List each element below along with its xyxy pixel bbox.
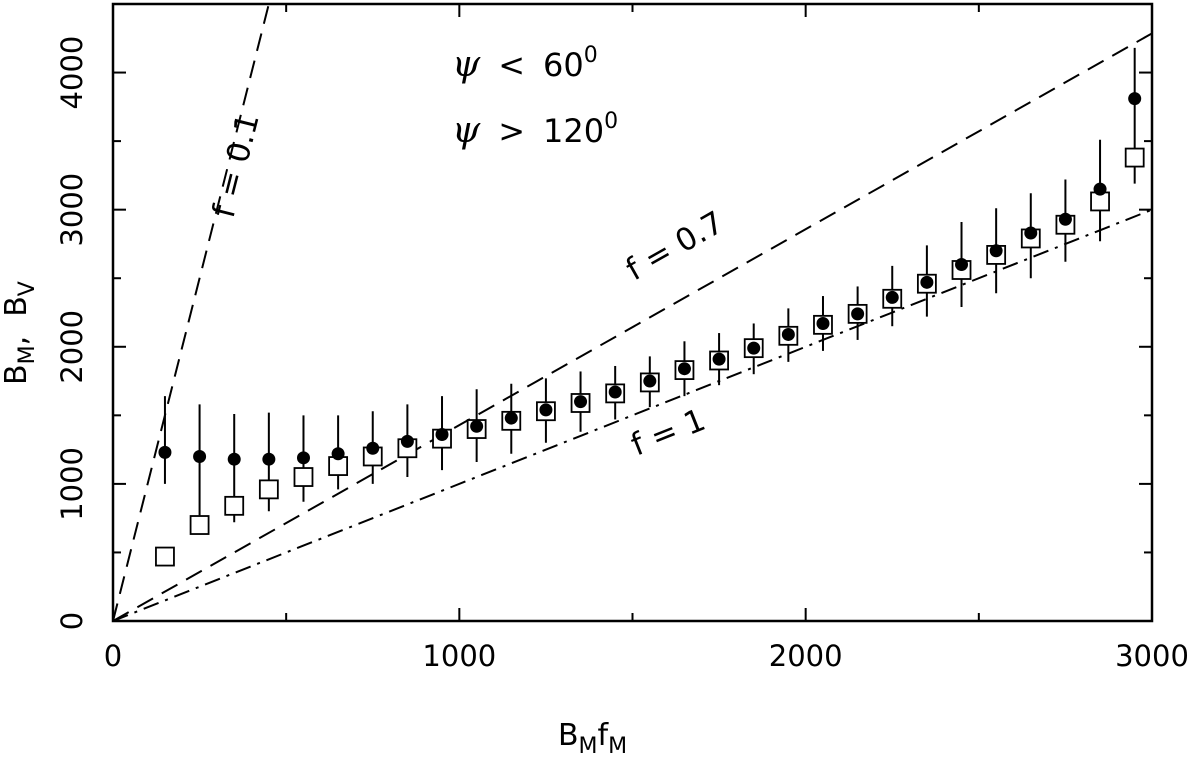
reference-line-2 [113,208,1152,621]
reference-line-1 [113,32,1152,621]
circle-marker-3 [262,452,276,466]
circle-marker-25 [1024,226,1038,240]
circle-marker-21 [885,290,899,304]
y-tick-label-4: 4000 [55,36,89,110]
circle-marker-0 [158,445,172,459]
y-tick-label-2: 2000 [55,310,89,384]
square-marker-4 [293,467,314,487]
circle-marker-20 [851,307,865,321]
annotation-f-1: f = 1 [626,402,710,464]
square-marker-3 [258,479,279,500]
circle-marker-18 [781,327,795,341]
x-tick-label-0: 0 [104,639,122,673]
circle-marker-28 [1128,92,1142,106]
annotation-f-0.1: f = 0.1 [206,110,267,221]
circle-marker-6 [366,441,380,455]
circle-marker-22 [920,275,934,289]
legend-entry-open-square: ψ >1200 [452,109,618,151]
legend-entry-filled-circle: ψ <600 [452,43,598,85]
reference-lines [113,4,1152,621]
circle-marker-14 [643,374,657,388]
circle-marker-7 [400,434,414,448]
reference-line-0 [113,4,270,621]
circle-marker-8 [435,428,449,442]
y-tick-label-0: 0 [55,612,89,630]
circle-marker-12 [574,395,588,409]
circle-marker-26 [1058,212,1072,226]
y-tick-label-3: 3000 [55,173,89,247]
circle-marker-27 [1093,182,1107,196]
x-axis-label: BMfM [558,718,627,759]
y-axis-label: BM, BV [0,281,40,385]
annotation-f-0.7: f = 0.7 [620,205,730,288]
data-markers [155,92,1145,567]
x-tick-label-2: 2000 [769,639,843,673]
y-tick-label-1: 1000 [55,447,89,521]
circle-marker-16 [712,352,726,366]
x-tick-label-3: 3000 [1115,639,1189,673]
x-tick-label-1: 1000 [422,639,496,673]
square-marker-28 [1124,147,1145,168]
circle-marker-9 [470,419,484,433]
legend: ψ <600 ψ >1200 [452,43,618,151]
circle-marker-15 [677,362,691,376]
plot-frame [111,2,1154,623]
circle-marker-1 [193,449,207,463]
square-marker-1 [189,515,210,535]
axis-ticks [112,4,1153,622]
circle-marker-17 [747,341,761,355]
circle-marker-23 [955,258,969,272]
circle-marker-19 [816,316,830,330]
circle-marker-4 [296,451,310,465]
square-marker-2 [224,495,245,516]
square-marker-0 [155,546,175,567]
tick-labels: 0 1000 2000 3000 0 1000 2000 3000 4000 [55,36,1189,673]
circle-marker-13 [608,385,622,399]
circle-marker-11 [539,403,553,417]
circle-marker-2 [227,452,241,466]
circle-marker-24 [989,244,1003,258]
circle-marker-10 [504,411,518,425]
circle-marker-5 [331,447,345,461]
